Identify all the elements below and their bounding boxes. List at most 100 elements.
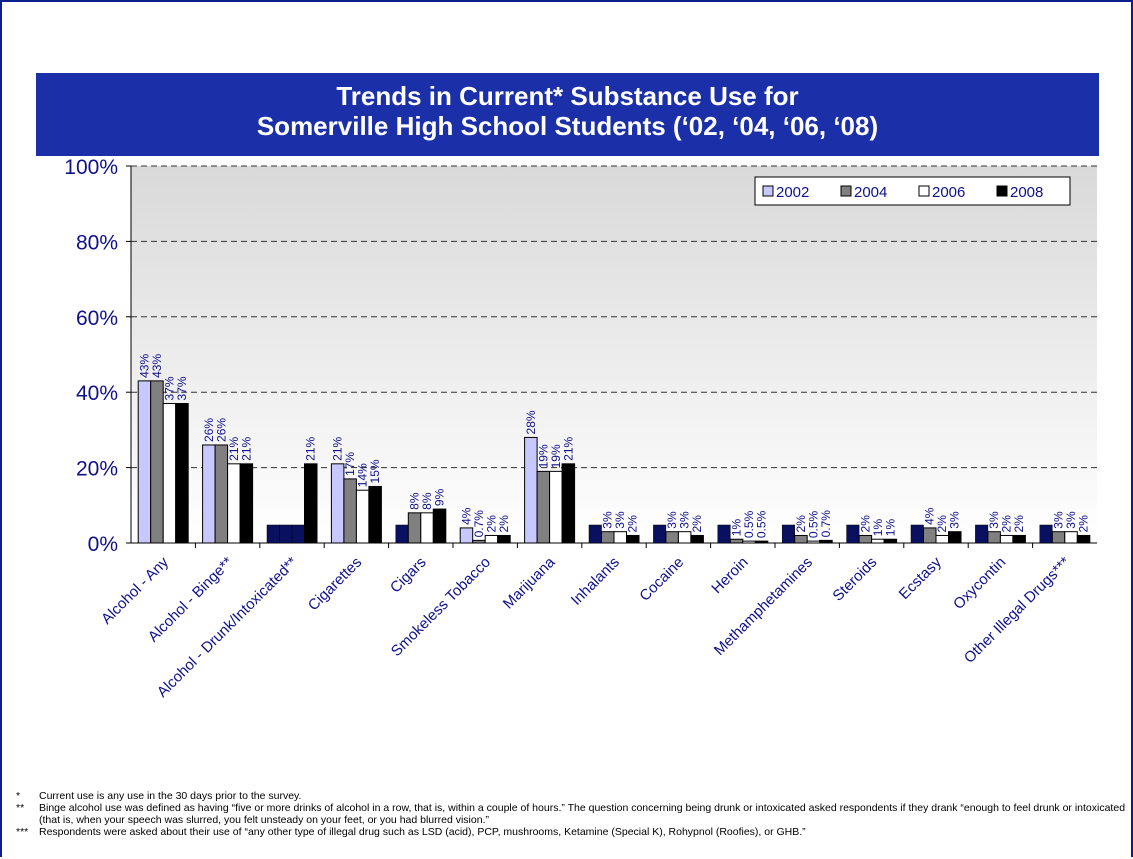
category-label: Oxycontin [950,554,1009,613]
bar-2008 [948,531,962,544]
bar-2004 [407,512,422,544]
bar-2004 [987,531,1001,544]
bar-2008 [1076,534,1091,544]
data-label: 21% [331,436,345,460]
category-label: Cigars [387,554,430,597]
data-label: 21% [304,436,318,460]
bar-2002 [202,444,216,544]
category-label: Alcohol - Drunk/Intoxicated** [154,554,301,701]
bar-2008 [239,463,254,544]
bar-2008 [626,534,640,544]
bar-2006 [227,463,241,544]
bar-2006 [420,512,434,544]
category-label: Other Illegal Drugs*** [961,554,1074,667]
bar-2008 [690,534,704,544]
data-label: 2% [935,515,949,533]
data-label: 2% [497,515,511,533]
chart-title-line-1: Trends in Current* Substance Use for [336,81,799,111]
data-label: 8% [408,492,422,510]
bar-2008 [368,485,382,544]
data-label: 17% [343,452,357,476]
category-label: Ecstasy [896,553,946,603]
data-label: 14% [356,463,370,487]
data-label: 2% [626,515,640,533]
category-label: Cocaine [636,554,687,605]
y-tick-label: 0% [88,533,118,556]
legend-swatch [840,185,852,197]
y-tick-label: 80% [76,231,118,254]
not-asked-marker [395,524,409,544]
data-label: 0.5% [806,510,820,538]
bar-2006 [742,540,756,544]
bar-2004 [858,534,873,544]
footnote-1: * Current use is any use in the 30 days … [16,790,1131,802]
category-label: Cigarettes [305,554,365,614]
data-label: 2% [484,515,498,533]
bar-2004 [472,539,486,544]
chart-title-line-2: Somerville High School Students (‘02, ‘0… [256,111,879,141]
not-asked-marker [266,524,280,544]
bar-2008 [819,539,833,544]
data-label: 0.5% [755,510,769,538]
bar-2006 [677,531,692,544]
bar-2004 [601,531,615,544]
footnote-text: Respondents were asked about their use o… [39,826,806,838]
not-asked-marker [717,524,731,544]
y-tick-label: 60% [76,307,118,330]
bar-2004 [665,531,679,544]
legend-swatch [762,185,774,197]
data-label: 3% [1052,511,1066,529]
y-tick-label: 20% [76,458,118,481]
legend-label: 2008 [1010,184,1043,201]
data-label: 21% [227,436,241,460]
bar-2004 [923,527,937,544]
not-asked-marker [910,524,924,544]
bar-2006 [484,534,499,544]
data-label: 37% [162,376,176,400]
bar-2004 [794,534,808,544]
bar-2004 [1051,531,1066,544]
data-label: 4% [923,507,937,525]
data-label: 8% [420,492,434,510]
data-label: 2% [794,515,808,533]
not-asked-marker [846,524,860,544]
not-asked-marker [1039,524,1053,544]
data-label: 43% [150,354,164,378]
bar-2002 [330,463,345,544]
data-label: 0.7% [472,510,486,538]
bar-2008 [497,534,511,544]
bar-2008 [754,540,769,544]
data-label: 2% [1012,515,1026,533]
legend-label: 2006 [932,184,965,201]
category-label: Marijuana [500,553,559,612]
footnote-mark: * [16,790,21,802]
bar-2006 [549,470,563,544]
data-label: 26% [214,418,228,442]
data-label: 2% [690,515,704,533]
bar-2004 [214,444,229,544]
data-label: 19% [536,444,550,468]
category-label: Heroin [708,554,751,597]
data-label: 15% [368,459,382,483]
data-label: 0.7% [819,510,833,538]
data-label: 28% [524,410,538,434]
data-label: 2% [858,515,872,533]
data-label: 1% [730,519,744,537]
bar-2008 [883,538,898,544]
bar-2008 [432,508,447,544]
data-label: 3% [613,511,627,529]
footnotes: * Current use is any use in the 30 days … [16,790,1131,838]
bar-2008 [561,463,576,544]
data-label: 43% [137,354,151,378]
bar-2006 [355,489,370,544]
bar-2006 [806,540,821,544]
bar-2006 [871,538,885,544]
bar-2006 [613,531,627,544]
data-label: 3% [601,511,615,529]
bar-2006 [935,534,949,544]
y-tick-label: 100% [64,156,118,179]
bar-2006 [999,534,1014,544]
footnote-2: ** Binge alcohol use was defined as havi… [16,802,1131,826]
category-label: Steroids [829,554,880,605]
